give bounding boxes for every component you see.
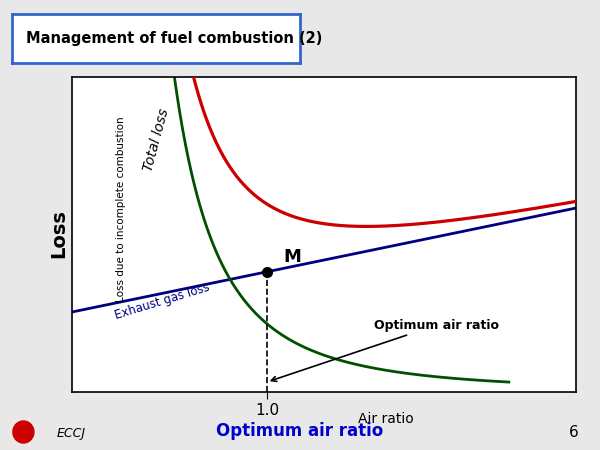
Text: M: M [284,248,302,266]
Text: 6: 6 [569,425,579,440]
Text: Optimum air ratio: Optimum air ratio [271,319,499,381]
Text: ECCJ: ECCJ [57,427,86,440]
Y-axis label: Loss: Loss [49,210,68,258]
Text: Management of fuel combustion (2): Management of fuel combustion (2) [26,31,323,46]
Text: Optimum air ratio: Optimum air ratio [217,422,383,440]
Circle shape [13,421,34,443]
Text: Total loss: Total loss [141,107,171,172]
Text: Exhaust gas loss: Exhaust gas loss [113,281,212,322]
Text: Loss due to incomplete combustion: Loss due to incomplete combustion [116,116,126,302]
Text: Air ratio: Air ratio [358,412,413,426]
